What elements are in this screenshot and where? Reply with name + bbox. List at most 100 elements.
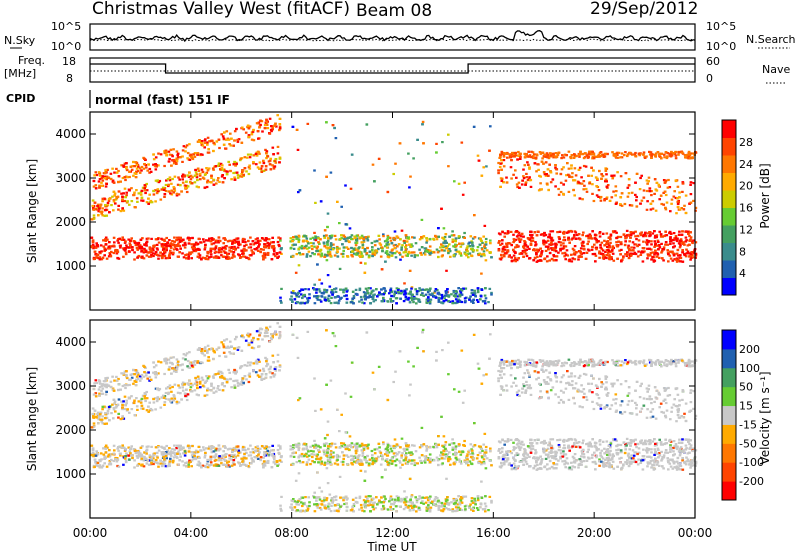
power-cell bbox=[135, 170, 138, 173]
power-cell bbox=[590, 174, 593, 177]
power-cell bbox=[624, 253, 627, 256]
power-cell bbox=[342, 234, 346, 237]
power-cell bbox=[362, 291, 366, 294]
velocity-cell bbox=[236, 348, 240, 351]
power-cell bbox=[257, 245, 260, 248]
power-cell bbox=[104, 204, 107, 207]
power-cell bbox=[204, 243, 207, 246]
power-cell bbox=[650, 240, 653, 243]
power-cell bbox=[562, 166, 565, 169]
power-cell bbox=[144, 250, 148, 253]
power-cell bbox=[185, 180, 188, 183]
power-cell bbox=[559, 247, 562, 250]
power-cell bbox=[134, 243, 138, 247]
power-cell bbox=[676, 185, 680, 188]
power-cell bbox=[573, 153, 576, 156]
power-cell bbox=[458, 252, 462, 255]
power-cell bbox=[220, 247, 224, 250]
power-cell bbox=[193, 243, 197, 246]
power-cell bbox=[117, 238, 120, 241]
velocity-cell bbox=[500, 450, 504, 453]
power-cell bbox=[130, 187, 133, 190]
power-data bbox=[90, 114, 698, 305]
power-cell bbox=[624, 151, 627, 154]
power-cell bbox=[578, 254, 582, 258]
power-cell bbox=[616, 151, 619, 154]
power-cell bbox=[594, 176, 598, 179]
power-cell bbox=[189, 178, 193, 181]
power-cell bbox=[634, 151, 637, 155]
power-cell bbox=[666, 251, 670, 254]
power-cell bbox=[596, 177, 599, 180]
power-cell bbox=[291, 255, 295, 258]
power-cell bbox=[690, 256, 693, 259]
power-cell bbox=[626, 153, 630, 156]
power-cell bbox=[190, 182, 194, 185]
power-cell bbox=[303, 302, 307, 305]
power-cell bbox=[658, 244, 661, 247]
power-cell bbox=[225, 130, 229, 133]
power-cell bbox=[573, 179, 577, 182]
power-cell bbox=[683, 204, 686, 207]
power-cell bbox=[120, 164, 123, 167]
power-cell bbox=[410, 254, 413, 257]
power-cell bbox=[368, 294, 371, 297]
power-cell bbox=[443, 249, 446, 252]
power-cell bbox=[133, 172, 137, 175]
power-cell bbox=[679, 260, 682, 263]
power-cell bbox=[481, 300, 485, 303]
power-cell bbox=[458, 293, 461, 296]
power-cell bbox=[570, 253, 573, 256]
power-cell bbox=[210, 174, 213, 177]
power-cell bbox=[657, 185, 661, 188]
power-cell bbox=[143, 187, 146, 190]
power-cell bbox=[198, 256, 201, 259]
power-cell bbox=[601, 249, 605, 252]
power-cell bbox=[626, 251, 629, 254]
power-cell bbox=[506, 250, 510, 253]
power-cell bbox=[589, 234, 592, 238]
velocity-cell bbox=[140, 377, 143, 380]
power-cell bbox=[278, 161, 281, 164]
power-cell bbox=[196, 242, 200, 245]
power-cell bbox=[661, 248, 664, 251]
power-cell bbox=[171, 155, 174, 158]
velocity-cell bbox=[240, 381, 243, 384]
power-cell bbox=[611, 175, 615, 179]
power-cell bbox=[458, 295, 462, 298]
power-cell bbox=[692, 239, 695, 242]
power-cell bbox=[130, 246, 134, 249]
velocity-cell bbox=[266, 335, 270, 338]
power-cell bbox=[325, 254, 329, 257]
power-cell bbox=[454, 243, 457, 246]
power-cell bbox=[555, 255, 559, 258]
power-cell bbox=[569, 156, 572, 159]
power-cell bbox=[567, 150, 571, 153]
power-cell bbox=[359, 261, 363, 264]
power-cell bbox=[391, 300, 395, 303]
power-cell bbox=[386, 255, 390, 258]
power-cell bbox=[103, 177, 107, 180]
power-cell bbox=[502, 159, 506, 162]
noise-right-tick-top: 10^5 bbox=[706, 20, 736, 33]
power-cell bbox=[400, 246, 403, 249]
power-cell bbox=[515, 235, 519, 238]
power-cell bbox=[254, 248, 258, 251]
velocity-cell bbox=[409, 383, 412, 386]
power-cell bbox=[108, 253, 112, 256]
power-cell bbox=[595, 241, 599, 244]
power-cell bbox=[410, 287, 413, 290]
power-cell bbox=[276, 240, 280, 244]
power-cell bbox=[135, 197, 139, 200]
power-cell bbox=[544, 249, 548, 252]
power-cell bbox=[457, 287, 460, 290]
power-cell bbox=[232, 251, 236, 254]
power-cell bbox=[549, 152, 552, 155]
power-cell bbox=[262, 252, 266, 255]
power-cell bbox=[297, 238, 301, 241]
power-cell bbox=[430, 293, 433, 297]
power-cell bbox=[425, 301, 429, 304]
power-cell bbox=[409, 291, 412, 294]
power-cell bbox=[316, 298, 320, 301]
power-cell bbox=[573, 167, 577, 170]
